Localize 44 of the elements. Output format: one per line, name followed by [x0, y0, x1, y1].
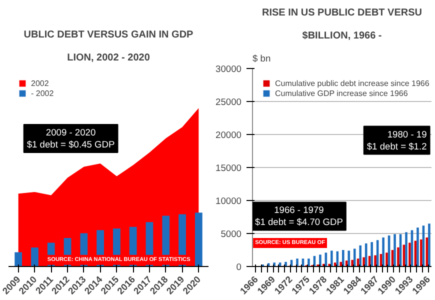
bar	[397, 247, 400, 266]
chart-subtitle: $BILLION, 1966 -	[302, 30, 382, 42]
y-tick-label: 5000	[220, 229, 242, 239]
bar	[308, 258, 310, 266]
bar	[382, 237, 384, 266]
bar	[362, 257, 365, 266]
bar	[14, 252, 22, 266]
bar	[348, 250, 350, 266]
annotation: 1980 - 19 $1 debt = $1.2	[366, 129, 427, 152]
bar	[416, 228, 419, 266]
bar	[405, 232, 408, 266]
annotation: 1966 - 1979 $1 debt = $4.70 GDP	[255, 205, 343, 228]
bar	[420, 239, 422, 266]
chart-subtitle: LION, 2002 - 2020	[67, 52, 150, 64]
bar	[428, 224, 430, 266]
legend-label: Cumulative GDP increase since 1966	[275, 88, 408, 98]
bar	[296, 258, 298, 266]
y-axis-title: $ bn	[252, 54, 271, 64]
y-tick-label: 10000	[216, 196, 242, 206]
bar	[342, 250, 344, 266]
y-tick-label: 20000	[216, 130, 242, 140]
bar	[359, 245, 362, 266]
bar	[330, 250, 333, 266]
bar	[374, 255, 376, 266]
bar	[394, 234, 396, 266]
legend-label: - 2002	[31, 88, 54, 98]
bar	[31, 247, 38, 266]
annotation: 2009 - 2020 $1 debt = $0.45 GDP	[26, 127, 115, 150]
bar	[353, 248, 356, 266]
y-tick-label: 0	[236, 262, 242, 272]
bar	[340, 262, 342, 266]
bar	[319, 254, 322, 266]
bar	[370, 242, 373, 266]
legend-label: Cumulative public debt increase since 1966	[275, 78, 430, 88]
legend-label: 2002	[31, 78, 50, 88]
y-tick-label: 15000	[216, 163, 242, 173]
bar	[386, 252, 388, 266]
bar	[194, 212, 202, 266]
bar	[408, 242, 411, 266]
y-tick-label: 30000	[216, 64, 242, 74]
bar	[351, 260, 354, 266]
y-tick-label: 25000	[216, 97, 242, 107]
chart-title: RISE IN US PUBLIC DEBT VERSU	[262, 8, 422, 18]
chart-title: UBLIC DEBT VERSUS GAIN IN GDP	[24, 30, 194, 40]
